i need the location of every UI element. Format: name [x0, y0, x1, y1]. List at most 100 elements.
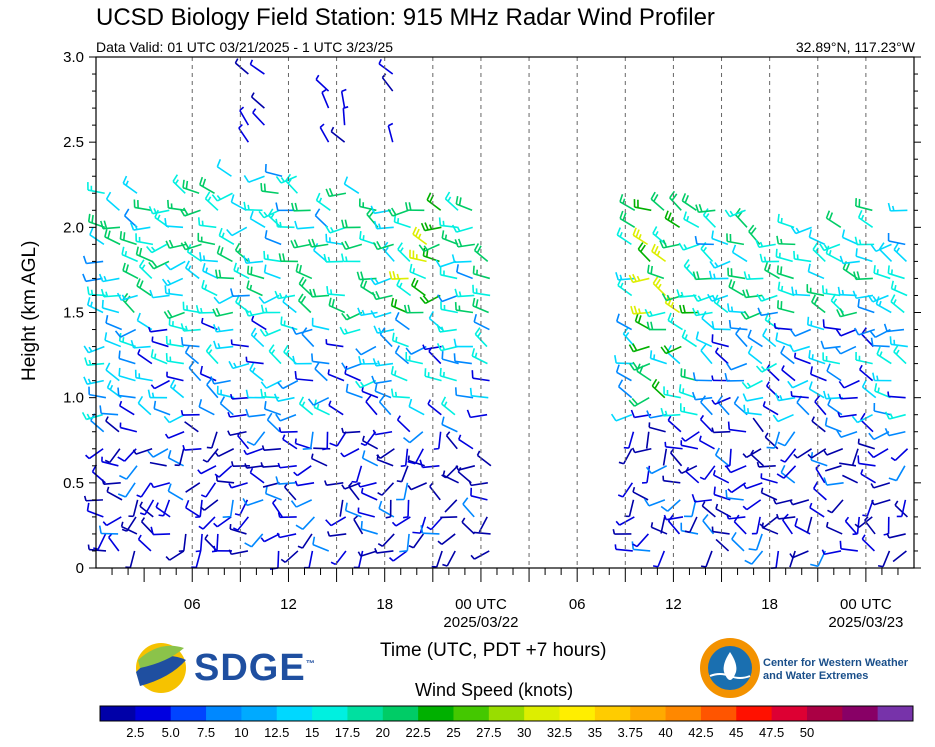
wind-barb	[358, 198, 377, 212]
wind-barb	[755, 239, 776, 249]
wind-barb	[93, 533, 107, 551]
wind-barb	[681, 431, 700, 442]
wind-barb	[632, 486, 649, 501]
wind-barb	[663, 386, 681, 399]
wind-barb	[667, 415, 682, 433]
wind-barb	[890, 448, 909, 462]
wind-barb	[315, 74, 330, 92]
wind-barb	[234, 58, 249, 75]
y-tick-label: 2.0	[63, 219, 84, 236]
wind-barb	[662, 448, 668, 466]
wind-barb	[444, 499, 458, 513]
wind-barb	[617, 379, 633, 399]
wind-barb	[700, 343, 713, 365]
wind-barb	[249, 467, 265, 484]
wind-barb	[409, 263, 427, 280]
wind-barb	[394, 311, 410, 331]
wind-barb	[441, 230, 459, 246]
wind-barb	[662, 475, 681, 484]
wind-barb	[628, 273, 650, 284]
wind-barb	[751, 516, 761, 535]
wind-barb	[793, 352, 811, 365]
wind-barb	[752, 417, 764, 433]
wind-barb	[246, 265, 265, 280]
wind-barb	[878, 242, 893, 262]
wind-barb	[199, 176, 215, 194]
wind-barb	[325, 225, 347, 234]
wind-barb	[155, 502, 171, 518]
wind-barb	[409, 249, 427, 263]
wind-barb	[163, 413, 185, 424]
wind-barb	[135, 233, 154, 246]
wind-barb	[295, 263, 313, 280]
wind-barb	[249, 210, 266, 229]
wind-barb	[294, 220, 315, 230]
wind-barb	[393, 213, 411, 229]
wind-barb	[823, 448, 844, 456]
wind-barb	[439, 266, 458, 280]
wind-barb	[266, 412, 281, 433]
wind-barb	[340, 88, 347, 109]
colorbar-label: 35	[588, 725, 602, 740]
wind-barb	[313, 399, 330, 416]
wind-barb	[202, 448, 219, 463]
wind-barb	[310, 453, 328, 467]
wind-barb	[206, 377, 219, 399]
wind-barb	[242, 498, 264, 507]
wind-barb	[774, 392, 796, 402]
wind-barb	[759, 516, 778, 528]
wind-barb	[678, 384, 696, 399]
wind-barb	[132, 448, 153, 455]
wind-barb	[853, 327, 876, 336]
wind-barb	[410, 277, 426, 297]
wind-barb	[631, 541, 651, 552]
wind-barb	[117, 482, 136, 498]
colorbar-swatch	[206, 706, 242, 721]
wind-barb	[314, 361, 328, 382]
wind-barb	[694, 235, 714, 246]
wind-barb	[886, 532, 906, 539]
wind-barb	[821, 285, 841, 297]
wind-barb	[884, 427, 906, 437]
wind-barb	[379, 327, 393, 348]
wind-barb	[628, 343, 650, 353]
wind-barb	[150, 379, 170, 390]
wind-barb	[169, 379, 185, 399]
wind-barb	[291, 326, 313, 335]
wind-barb	[896, 499, 907, 518]
wind-barb	[773, 323, 793, 331]
wind-barb	[212, 324, 234, 333]
wind-barb	[748, 224, 761, 245]
x-tick-label: 00 UTC	[840, 596, 892, 613]
wind-barb	[438, 217, 458, 229]
wind-barb	[242, 255, 264, 264]
wind-barb	[781, 365, 796, 382]
wind-barb	[199, 252, 218, 263]
wind-barb	[683, 499, 697, 518]
wind-barb	[322, 431, 329, 451]
wind-barb	[790, 391, 809, 399]
wind-barb	[82, 273, 103, 283]
wind-barb	[260, 379, 282, 389]
wind-barb	[259, 328, 281, 337]
wind-barb	[408, 533, 425, 549]
wind-barb	[185, 482, 201, 493]
wind-barb	[291, 202, 311, 212]
wind-barb	[280, 316, 298, 331]
wind-barb	[473, 243, 489, 263]
wind-barb	[623, 431, 635, 449]
wind-barb	[759, 253, 780, 263]
wind-barb	[692, 307, 713, 317]
wind-barb	[137, 395, 152, 416]
wind-barb	[167, 450, 184, 467]
wind-barb	[426, 516, 444, 531]
wind-barb	[418, 243, 440, 253]
wind-barb	[873, 265, 891, 280]
wind-barb	[372, 358, 394, 367]
wind-barb	[806, 316, 825, 331]
wind-barb	[629, 361, 651, 371]
wind-barb	[118, 400, 135, 416]
wind-barb	[652, 276, 666, 297]
wind-barb	[883, 516, 890, 536]
wind-barb	[650, 522, 668, 535]
